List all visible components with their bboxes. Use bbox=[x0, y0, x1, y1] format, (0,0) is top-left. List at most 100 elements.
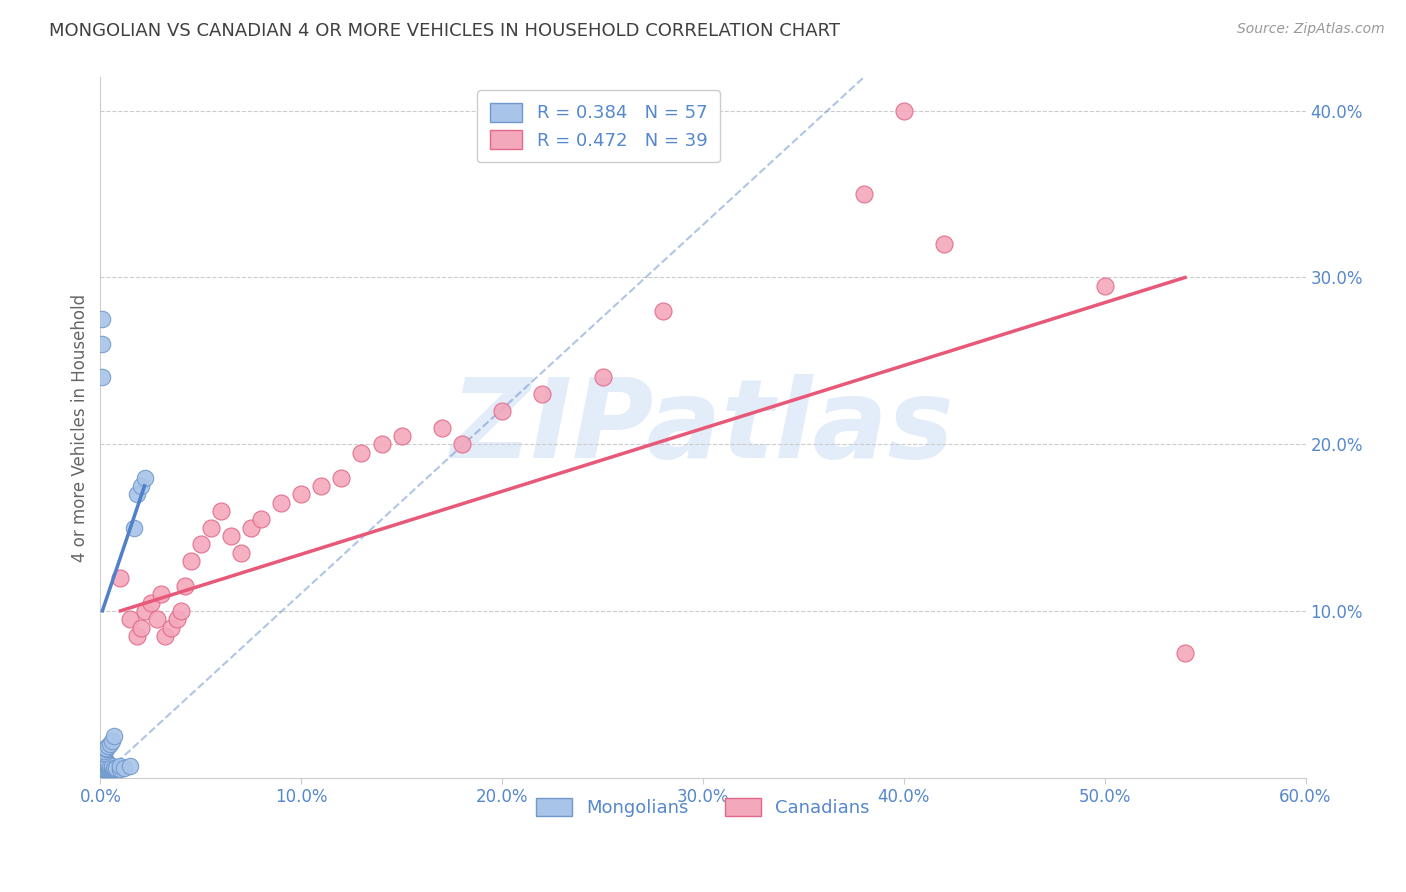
Point bbox=[100, 759, 122, 773]
Point bbox=[91, 754, 114, 768]
Point bbox=[153, 629, 176, 643]
Point bbox=[91, 750, 114, 764]
Point bbox=[93, 754, 115, 768]
Point bbox=[932, 237, 955, 252]
Point bbox=[93, 759, 115, 773]
Point bbox=[209, 504, 232, 518]
Point bbox=[114, 760, 136, 774]
Point bbox=[134, 470, 156, 484]
Point bbox=[91, 757, 114, 772]
Point bbox=[430, 420, 453, 434]
Point bbox=[391, 429, 413, 443]
Point bbox=[129, 621, 152, 635]
Point bbox=[1174, 646, 1197, 660]
Point bbox=[91, 747, 114, 762]
Point bbox=[96, 760, 118, 774]
Text: Source: ZipAtlas.com: Source: ZipAtlas.com bbox=[1237, 22, 1385, 37]
Point bbox=[91, 756, 114, 770]
Point bbox=[91, 337, 114, 351]
Point bbox=[125, 629, 148, 643]
Point bbox=[91, 752, 114, 766]
Point bbox=[110, 759, 132, 773]
Point bbox=[270, 495, 292, 509]
Point bbox=[159, 621, 181, 635]
Point bbox=[592, 370, 614, 384]
Point bbox=[93, 744, 115, 758]
Point bbox=[145, 612, 167, 626]
Point bbox=[96, 757, 118, 772]
Point bbox=[125, 487, 148, 501]
Point bbox=[250, 512, 273, 526]
Point bbox=[100, 760, 122, 774]
Point bbox=[103, 760, 125, 774]
Point bbox=[120, 612, 142, 626]
Point bbox=[101, 759, 124, 773]
Point bbox=[110, 762, 132, 776]
Point bbox=[105, 760, 128, 774]
Point bbox=[129, 479, 152, 493]
Point bbox=[451, 437, 474, 451]
Point bbox=[93, 762, 115, 776]
Point bbox=[97, 739, 120, 753]
Text: ZIPatlas: ZIPatlas bbox=[451, 374, 955, 481]
Point bbox=[893, 103, 915, 118]
Point bbox=[101, 760, 124, 774]
Point bbox=[149, 587, 172, 601]
Point bbox=[190, 537, 212, 551]
Legend: Mongolians, Canadians: Mongolians, Canadians bbox=[529, 790, 877, 824]
Point bbox=[852, 187, 875, 202]
Point bbox=[93, 750, 115, 764]
Point bbox=[101, 762, 124, 776]
Point bbox=[91, 762, 114, 776]
Point bbox=[124, 520, 146, 534]
Point bbox=[96, 762, 118, 776]
Point bbox=[93, 752, 115, 766]
Point bbox=[93, 746, 115, 760]
Point bbox=[491, 404, 513, 418]
Point bbox=[96, 740, 118, 755]
Point bbox=[330, 470, 353, 484]
Point bbox=[180, 554, 202, 568]
Point bbox=[134, 604, 156, 618]
Point bbox=[1094, 278, 1116, 293]
Point bbox=[100, 737, 122, 751]
Point bbox=[101, 734, 124, 748]
Point bbox=[103, 729, 125, 743]
Point bbox=[105, 762, 128, 776]
Point bbox=[311, 479, 333, 493]
Point bbox=[100, 762, 122, 776]
Point bbox=[219, 529, 242, 543]
Point bbox=[651, 303, 673, 318]
Point bbox=[96, 759, 118, 773]
Point bbox=[91, 760, 114, 774]
Point bbox=[93, 760, 115, 774]
Point bbox=[93, 756, 115, 770]
Point bbox=[97, 759, 120, 773]
Point bbox=[96, 756, 118, 770]
Point bbox=[200, 520, 222, 534]
Point bbox=[120, 759, 142, 773]
Point bbox=[110, 570, 132, 584]
Point bbox=[91, 748, 114, 763]
Point bbox=[166, 612, 188, 626]
Point bbox=[290, 487, 312, 501]
Point bbox=[370, 437, 392, 451]
Text: MONGOLIAN VS CANADIAN 4 OR MORE VEHICLES IN HOUSEHOLD CORRELATION CHART: MONGOLIAN VS CANADIAN 4 OR MORE VEHICLES… bbox=[49, 22, 841, 40]
Point bbox=[240, 520, 263, 534]
Point bbox=[91, 370, 114, 384]
Point bbox=[93, 757, 115, 772]
Point bbox=[229, 545, 252, 559]
Point bbox=[531, 387, 554, 401]
Point bbox=[91, 312, 114, 326]
Point bbox=[97, 757, 120, 772]
Point bbox=[97, 762, 120, 776]
Point bbox=[96, 754, 118, 768]
Point bbox=[91, 759, 114, 773]
Point bbox=[139, 595, 162, 609]
Point bbox=[97, 760, 120, 774]
Point bbox=[96, 742, 118, 756]
Point bbox=[103, 762, 125, 776]
Point bbox=[170, 604, 193, 618]
Point bbox=[173, 579, 195, 593]
Y-axis label: 4 or more Vehicles in Household: 4 or more Vehicles in Household bbox=[72, 293, 89, 562]
